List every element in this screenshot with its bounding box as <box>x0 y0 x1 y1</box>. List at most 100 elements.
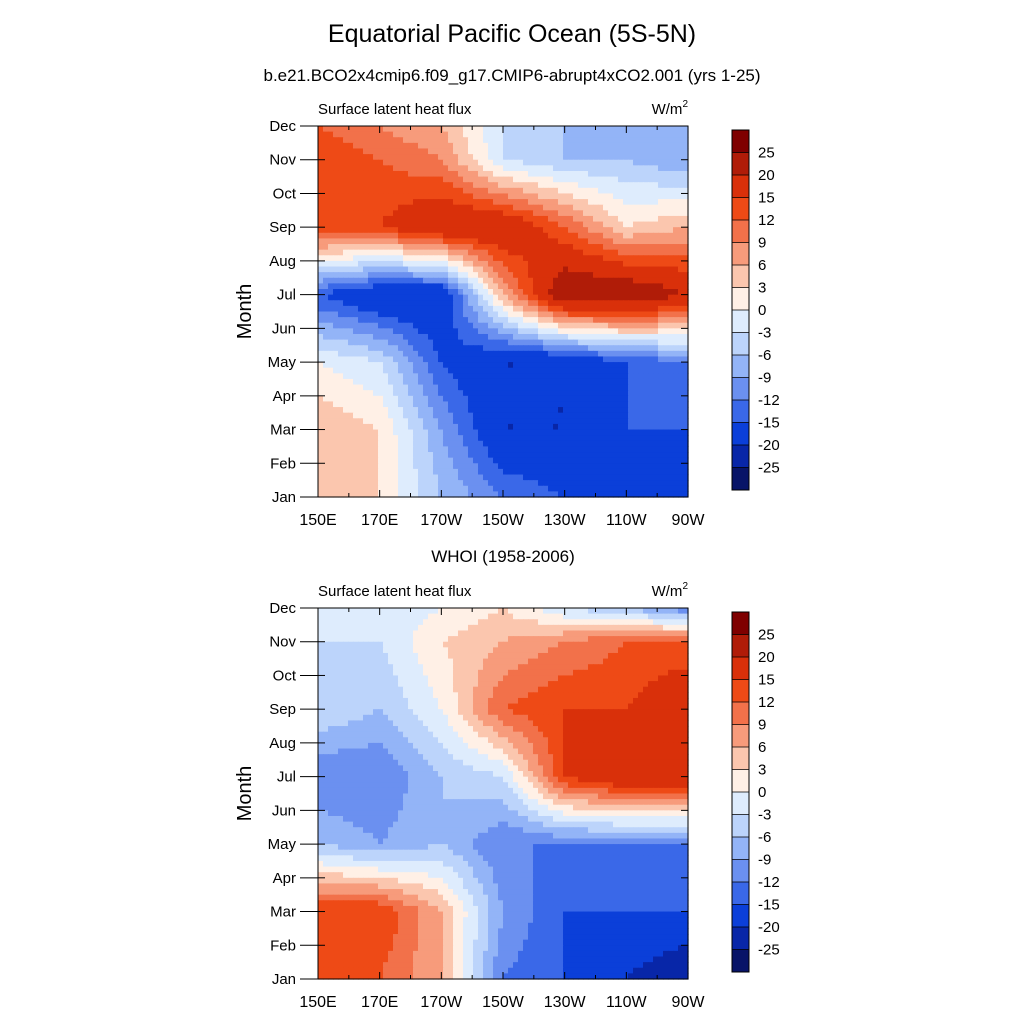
heatmap-cell <box>513 395 519 403</box>
heatmap-cell <box>373 367 379 374</box>
heatmap-cell <box>428 182 434 189</box>
heatmap-cell <box>528 395 534 403</box>
heatmap-cell <box>618 328 624 335</box>
heatmap-cell <box>473 260 479 268</box>
heatmap-cell <box>423 193 429 200</box>
heatmap-cell <box>648 131 654 138</box>
heatmap-cell <box>558 423 564 431</box>
heatmap-cell <box>518 378 524 386</box>
heatmap-cell <box>683 440 689 448</box>
heatmap-cell <box>403 485 409 492</box>
heatmap-cell <box>563 339 569 346</box>
heatmap-cell <box>343 435 349 442</box>
heatmap-cell <box>558 440 564 448</box>
heatmap-cell <box>363 126 369 133</box>
heatmap-cell <box>383 407 389 414</box>
heatmap-cell <box>333 474 339 481</box>
heatmap-cell <box>338 339 344 346</box>
heatmap-cell <box>483 283 489 290</box>
heatmap-cell <box>598 485 604 492</box>
heatmap-cell <box>343 412 349 419</box>
heatmap-cell <box>608 429 614 436</box>
heatmap-cell <box>458 210 464 217</box>
heatmap-cell <box>573 170 579 178</box>
heatmap-cell <box>563 193 569 200</box>
heatmap-cell <box>353 232 359 240</box>
heatmap-cell <box>353 401 359 408</box>
heatmap-cell <box>533 356 539 363</box>
heatmap-cell <box>578 356 584 363</box>
heatmap-cell <box>443 255 449 262</box>
heatmap-cell <box>598 311 604 318</box>
heatmap-cell <box>508 485 514 492</box>
heatmap-cell <box>513 452 519 459</box>
heatmap-cell <box>543 452 549 459</box>
heatmap-cell <box>428 317 434 324</box>
heatmap-cell <box>498 289 504 296</box>
heatmap-cell <box>403 362 409 369</box>
heatmap-cell <box>433 339 439 346</box>
heatmap-cell <box>668 260 674 268</box>
heatmap-cell <box>428 142 434 150</box>
heatmap-cell <box>353 277 359 284</box>
heatmap-cell <box>638 418 644 425</box>
heatmap-cell <box>563 244 569 251</box>
heatmap-cell <box>513 187 519 195</box>
heatmap-cell <box>618 142 624 150</box>
heatmap-cell <box>343 390 349 397</box>
heatmap-cell <box>463 193 469 200</box>
heatmap-cell <box>408 305 414 313</box>
heatmap-cell <box>633 170 639 178</box>
heatmap-cell <box>638 294 644 301</box>
heatmap-cell <box>323 395 329 403</box>
heatmap-cell <box>658 491 664 498</box>
heatmap-cell <box>413 176 419 183</box>
heatmap-cell <box>383 333 389 341</box>
heatmap-cell <box>673 182 679 189</box>
heatmap-cell <box>423 210 429 217</box>
y-tick-label: Nov <box>269 152 296 169</box>
heatmap-cell <box>458 227 464 234</box>
heatmap-cell <box>558 249 564 256</box>
heatmap-cell <box>433 418 439 425</box>
heatmap-cell <box>353 131 359 138</box>
heatmap-cell <box>503 356 509 363</box>
heatmap-cell <box>413 266 419 273</box>
heatmap-cell <box>578 137 584 144</box>
heatmap-cell <box>613 491 619 498</box>
heatmap-cell <box>393 277 399 284</box>
heatmap-cell <box>523 333 529 341</box>
heatmap-cell <box>353 283 359 290</box>
heatmap-cell <box>448 283 454 290</box>
heatmap-cell <box>453 362 459 369</box>
heatmap-cell <box>428 244 434 251</box>
heatmap-cell <box>553 255 559 262</box>
heatmap-cell <box>683 333 689 341</box>
heatmap-cell <box>368 260 374 268</box>
heatmap-cell <box>428 418 434 425</box>
heatmap-cell <box>603 333 609 341</box>
heatmap-cell <box>478 401 484 408</box>
heatmap-cell <box>498 210 504 217</box>
heatmap-cell <box>323 244 329 251</box>
heatmap-cell <box>683 277 689 284</box>
heatmap-cell <box>513 435 519 442</box>
heatmap-cell <box>503 373 509 380</box>
heatmap-cell <box>363 238 369 245</box>
heatmap-cell <box>678 289 684 296</box>
heatmap-cell <box>528 221 534 228</box>
heatmap-cell <box>663 412 669 419</box>
heatmap-cell <box>543 255 549 262</box>
heatmap-cell <box>353 367 359 374</box>
heatmap-cell <box>568 401 574 408</box>
heatmap-cell <box>523 238 529 245</box>
heatmap-cell <box>538 187 544 195</box>
heatmap-cell <box>648 159 654 166</box>
heatmap-cell <box>418 244 424 251</box>
heatmap-cell <box>488 328 494 335</box>
heatmap-cell <box>448 418 454 425</box>
heatmap-cell <box>638 457 644 464</box>
heatmap-cell <box>638 452 644 459</box>
heatmap-cell <box>553 300 559 307</box>
heatmap-cell <box>503 491 509 498</box>
